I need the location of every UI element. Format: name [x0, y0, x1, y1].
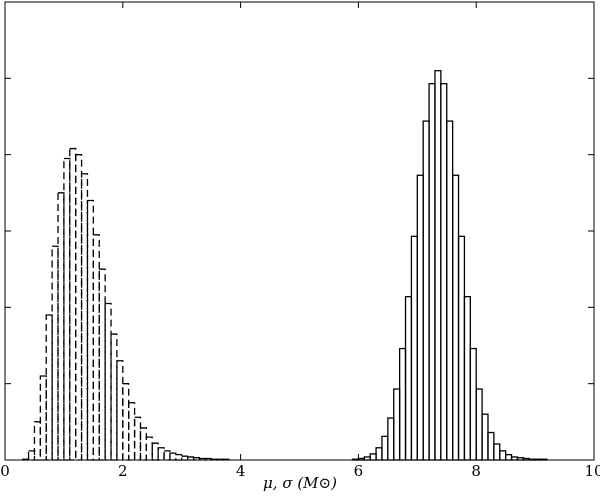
histogram-bar	[110, 333, 118, 461]
histogram-bar	[39, 375, 47, 461]
histogram-bar	[75, 154, 83, 461]
histogram-bar	[27, 450, 36, 461]
histogram-bar	[33, 421, 41, 461]
histogram-bar	[446, 120, 454, 461]
histogram-bar	[181, 455, 189, 461]
histogram-bar	[57, 192, 65, 461]
histogram-bar	[145, 436, 153, 461]
histogram-bar	[69, 147, 77, 461]
histogram-bar	[92, 234, 100, 461]
histogram-bar	[157, 447, 165, 461]
histogram-bar	[404, 295, 413, 461]
histogram-bar	[51, 245, 59, 461]
histogram-bar	[169, 452, 177, 461]
histogram-bar	[116, 360, 124, 461]
histogram-bar	[381, 435, 389, 461]
histogram-bar	[398, 347, 407, 461]
histogram-bar	[440, 83, 448, 461]
histogram-bar	[410, 235, 418, 461]
x-axis-label: μ, σ (M⊙)	[263, 474, 337, 492]
histogram-bar	[504, 454, 513, 461]
histogram-bar	[499, 450, 507, 461]
histogram-bar	[393, 388, 401, 461]
histogram-bar	[493, 443, 501, 461]
histogram-bar	[45, 314, 53, 461]
histogram-bar	[428, 83, 436, 461]
histogram-bar	[463, 295, 471, 461]
histogram-bar	[98, 268, 106, 461]
histogram-bar	[369, 453, 377, 461]
histogram-bar	[122, 383, 130, 461]
histogram-bar	[86, 199, 94, 461]
histogram-bar	[434, 70, 442, 461]
histogram-bar	[481, 413, 489, 461]
histogram-bar	[469, 347, 477, 461]
histogram-bar	[457, 235, 466, 461]
plot-frame	[4, 1, 595, 461]
x-tick-label: 0	[0, 462, 10, 480]
x-tick-label: 6	[354, 462, 364, 480]
histogram-bar	[475, 388, 483, 461]
histogram-bar	[139, 427, 148, 461]
histogram-bar	[387, 417, 395, 461]
histogram-bar	[451, 174, 460, 461]
histogram-bar	[133, 416, 142, 461]
histogram-bar	[63, 157, 71, 461]
histogram-bar	[163, 450, 171, 461]
histogram-bar	[80, 173, 89, 461]
x-tick-label: 8	[471, 462, 481, 480]
histogram-bar	[175, 454, 183, 461]
x-tick-label: 2	[118, 462, 128, 480]
histogram-bar	[375, 447, 383, 461]
histogram-bar	[104, 302, 112, 461]
histogram-bar	[128, 402, 136, 461]
x-tick-label: 4	[236, 462, 246, 480]
histogram-bar	[416, 174, 424, 461]
x-tick-label: 10	[584, 462, 600, 480]
histogram-bar	[422, 120, 430, 461]
histogram-bar	[151, 442, 159, 461]
histogram-bar	[487, 431, 495, 461]
